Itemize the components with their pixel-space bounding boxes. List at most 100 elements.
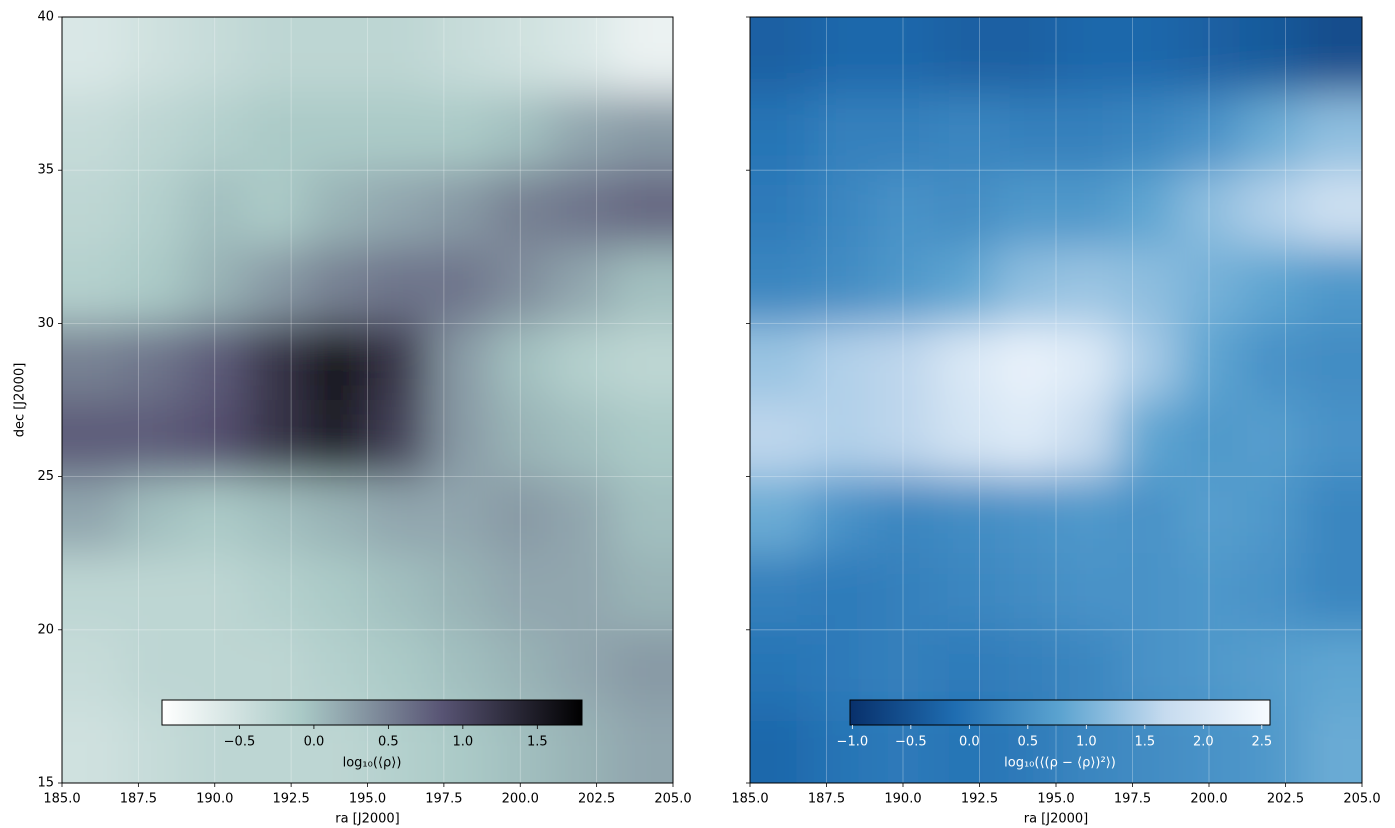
colorbar-tick-label: 1.0 bbox=[1076, 735, 1097, 750]
heat-cell bbox=[62, 629, 124, 707]
heat-cell bbox=[933, 553, 996, 631]
heat-cell bbox=[245, 400, 307, 478]
colorbar bbox=[161, 699, 583, 726]
x-tick-label: 192.5 bbox=[273, 792, 310, 807]
heat-cell bbox=[994, 17, 1057, 95]
heat-cell bbox=[62, 706, 124, 783]
heat-cell bbox=[1239, 553, 1302, 631]
heat-cell bbox=[750, 323, 812, 401]
heat-cell bbox=[428, 400, 491, 478]
heat-cell bbox=[1300, 170, 1362, 248]
heat-cell bbox=[184, 553, 246, 631]
heat-cell bbox=[994, 553, 1057, 631]
heat-cell bbox=[1056, 93, 1118, 171]
x-tick-label: 185.0 bbox=[731, 792, 768, 807]
heat-cell bbox=[489, 553, 552, 631]
heat-cell bbox=[872, 629, 935, 707]
heat-cell bbox=[428, 170, 491, 248]
heat-cell bbox=[872, 400, 935, 478]
x-tick-label: 200.0 bbox=[1190, 792, 1227, 807]
heat-cell bbox=[367, 553, 430, 631]
heat-cell bbox=[489, 93, 552, 171]
heat-cell bbox=[1239, 323, 1302, 401]
heat-cell bbox=[872, 323, 935, 401]
colorbar-tick-label: 1.5 bbox=[527, 735, 548, 750]
heat-cell bbox=[1178, 246, 1241, 324]
heat-cell bbox=[1056, 323, 1118, 401]
heat-cell bbox=[611, 93, 673, 171]
heat-cell bbox=[550, 629, 613, 707]
heat-cell bbox=[245, 476, 307, 554]
colorbar-tick-label: −0.5 bbox=[895, 735, 927, 750]
heat-cell bbox=[184, 400, 246, 478]
heat-cell bbox=[367, 629, 430, 707]
heat-cell bbox=[1178, 476, 1241, 554]
x-tick-label: 190.0 bbox=[196, 792, 233, 807]
heat-cell bbox=[872, 476, 935, 554]
heat-cell bbox=[750, 629, 812, 707]
heat-cell bbox=[245, 553, 307, 631]
heat-cell bbox=[550, 93, 613, 171]
heat-cell bbox=[994, 93, 1057, 171]
heat-cell bbox=[367, 476, 430, 554]
heat-cell bbox=[1239, 246, 1302, 324]
heat-cell bbox=[184, 323, 246, 401]
heat-cell bbox=[611, 400, 673, 478]
x-tick-label: 187.5 bbox=[808, 792, 845, 807]
heat-cell bbox=[611, 170, 673, 248]
heat-cell bbox=[367, 323, 430, 401]
heat-cell bbox=[933, 170, 996, 248]
heat-cell bbox=[184, 170, 246, 248]
heat-cell bbox=[1056, 400, 1118, 478]
heat-cell bbox=[245, 629, 307, 707]
heat-cell bbox=[872, 553, 935, 631]
heat-cell bbox=[933, 629, 996, 707]
heat-cell bbox=[1300, 246, 1362, 324]
heat-cell bbox=[62, 553, 124, 631]
heat-cell bbox=[611, 323, 673, 401]
heat-cell bbox=[1117, 170, 1179, 248]
heat-cell bbox=[367, 170, 430, 248]
y-axis-label: dec [J2000] bbox=[13, 363, 28, 438]
heat-cell bbox=[184, 246, 246, 324]
heat-cell bbox=[933, 17, 996, 95]
heat-cell bbox=[1178, 323, 1241, 401]
x-tick-label: 195.0 bbox=[349, 792, 386, 807]
x-tick-label: 205.0 bbox=[654, 792, 691, 807]
heat-cell bbox=[1178, 170, 1241, 248]
heat-cell bbox=[994, 400, 1057, 478]
heat-cell bbox=[245, 246, 307, 324]
colorbar-tick-label: 0.0 bbox=[304, 735, 325, 750]
x-tick-label: 205.0 bbox=[1343, 792, 1380, 807]
heat-cell bbox=[428, 553, 491, 631]
heat-cell bbox=[1117, 553, 1179, 631]
heat-cell bbox=[611, 17, 673, 95]
x-tick-label: 202.5 bbox=[1267, 792, 1304, 807]
x-tick-label: 192.5 bbox=[961, 792, 998, 807]
heat-cell bbox=[184, 17, 246, 95]
heat-cell bbox=[428, 17, 491, 95]
x-tick-label: 202.5 bbox=[578, 792, 615, 807]
heat-cell bbox=[489, 476, 552, 554]
y-tick-label: 40 bbox=[37, 10, 54, 25]
heat-cell bbox=[1056, 553, 1118, 631]
y-tick-label: 35 bbox=[37, 163, 54, 178]
heat-cell bbox=[994, 629, 1057, 707]
heat-cell bbox=[306, 246, 368, 324]
heat-cell bbox=[1239, 629, 1302, 707]
heat-cell bbox=[123, 17, 185, 95]
heat-cell bbox=[994, 246, 1057, 324]
heat-cell bbox=[184, 476, 246, 554]
x-axis-label: ra [J2000] bbox=[1024, 812, 1089, 827]
heat-cell bbox=[811, 170, 873, 248]
heat-cell bbox=[1300, 17, 1362, 95]
axes-frame bbox=[749, 16, 1363, 784]
heat-cell bbox=[811, 93, 873, 171]
heat-cell bbox=[123, 246, 185, 324]
colorbar-label: log₁₀(⟨ρ⟩) bbox=[343, 756, 402, 771]
heat-cell bbox=[1178, 400, 1241, 478]
heat-cell bbox=[750, 476, 812, 554]
colorbar-tick-label: 2.5 bbox=[1251, 735, 1272, 750]
heat-cell bbox=[1300, 629, 1362, 707]
heat-cell bbox=[489, 323, 552, 401]
